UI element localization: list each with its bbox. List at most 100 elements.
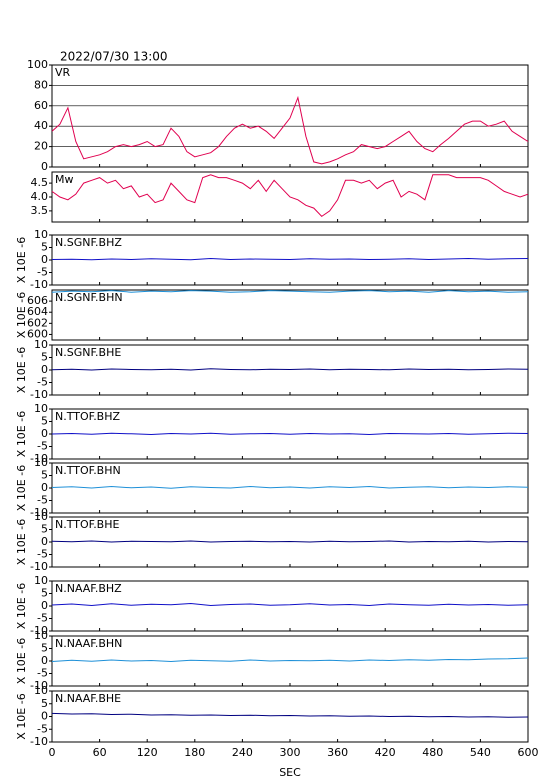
y-axis-label: X 10E -6 bbox=[15, 583, 28, 629]
y-tick-label: 20 bbox=[34, 140, 48, 153]
panel-frame bbox=[51, 289, 529, 341]
y-tick-label: 10 bbox=[34, 574, 48, 587]
panel-label: N.SGNF.BHN bbox=[55, 291, 123, 304]
panel-label: N.TTOF.BHN bbox=[55, 464, 121, 477]
panel-frame bbox=[51, 462, 529, 514]
data-line bbox=[51, 712, 529, 718]
panel-label: N.NAAF.BHZ bbox=[55, 582, 122, 595]
y-tick-label: 5 bbox=[41, 469, 48, 482]
y-axis-label: X 10E -6 bbox=[15, 519, 28, 565]
y-tick-label: -10 bbox=[30, 278, 48, 291]
x-tick-label: 420 bbox=[375, 746, 396, 759]
y-tick-label: 5 bbox=[41, 241, 48, 254]
y-tick-label: 40 bbox=[34, 119, 48, 132]
y-tick-label: 10 bbox=[34, 228, 48, 241]
y-tick-label: 5 bbox=[41, 351, 48, 364]
y-tick-label: -5 bbox=[37, 722, 48, 735]
y-tick-label: 10 bbox=[34, 510, 48, 523]
y-axis-label: X 10E -6 bbox=[15, 638, 28, 684]
y-tick-label: -5 bbox=[37, 667, 48, 680]
y-tick-label: -10 bbox=[30, 506, 48, 519]
y-tick-label: 0 bbox=[41, 253, 48, 266]
y-tick-label: 0 bbox=[41, 481, 48, 494]
y-tick-label: 60 bbox=[34, 99, 48, 112]
data-line bbox=[51, 602, 529, 607]
y-tick-label: 10 bbox=[34, 456, 48, 469]
y-tick-label: -10 bbox=[30, 388, 48, 401]
x-tick-label: 360 bbox=[327, 746, 348, 759]
data-line bbox=[51, 657, 529, 663]
x-tick-label: 120 bbox=[137, 746, 158, 759]
y-tick-label: 5 bbox=[41, 587, 48, 600]
y-tick-label: 5 bbox=[41, 642, 48, 655]
y-tick-label: 5 bbox=[41, 523, 48, 536]
data-line bbox=[51, 257, 529, 261]
panel-frame bbox=[51, 580, 529, 632]
y-axis-label: X 10E -6 bbox=[15, 693, 28, 739]
data-line bbox=[51, 540, 529, 543]
y-tick-label: 80 bbox=[34, 78, 48, 91]
y-tick-label: -10 bbox=[30, 735, 48, 748]
data-line bbox=[51, 368, 529, 371]
x-tick-label: 600 bbox=[518, 746, 539, 759]
y-axis-label: X 10E -6 bbox=[15, 465, 28, 511]
data-line bbox=[51, 174, 529, 218]
panel-label: N.SGNF.BHZ bbox=[55, 236, 122, 249]
y-tick-label: -5 bbox=[37, 612, 48, 625]
y-tick-label: 0 bbox=[41, 535, 48, 548]
y-tick-label: 600 bbox=[27, 327, 48, 340]
data-line bbox=[51, 95, 529, 165]
panel-frame bbox=[51, 64, 529, 168]
y-tick-label: 100 bbox=[27, 58, 48, 71]
y-tick-label: 5 bbox=[41, 415, 48, 428]
y-tick-label: 0 bbox=[41, 599, 48, 612]
y-tick-label: 3.5 bbox=[31, 204, 49, 217]
x-tick-label: 300 bbox=[280, 746, 301, 759]
y-tick-label: 0 bbox=[41, 427, 48, 440]
panel-label: N.TTOF.BHZ bbox=[55, 410, 121, 423]
y-tick-label: -5 bbox=[37, 376, 48, 389]
panel-label: VR bbox=[55, 66, 71, 79]
y-tick-label: 0 bbox=[41, 160, 48, 173]
y-axis-label: X 10E -6 bbox=[15, 292, 28, 338]
x-tick-label: 180 bbox=[184, 746, 205, 759]
y-tick-label: 5 bbox=[41, 697, 48, 710]
y-axis-label: X 10E -6 bbox=[15, 347, 28, 393]
y-axis-label: X 10E -6 bbox=[15, 411, 28, 457]
chart-title: 2022/07/30 13:00 bbox=[60, 50, 168, 64]
y-tick-label: 10 bbox=[34, 338, 48, 351]
y-tick-label: -5 bbox=[37, 266, 48, 279]
panel-label: N.NAAF.BHE bbox=[55, 692, 121, 705]
y-tick-label: 10 bbox=[34, 402, 48, 415]
data-line bbox=[51, 432, 529, 436]
panel-label: N.NAAF.BHN bbox=[55, 637, 122, 650]
panel-label: N.TTOF.BHE bbox=[55, 518, 120, 531]
x-axis-label: SEC bbox=[279, 766, 301, 779]
panel-label: Mw bbox=[55, 173, 74, 186]
y-axis-label: X 10E -6 bbox=[15, 237, 28, 283]
y-tick-label: -10 bbox=[30, 560, 48, 573]
x-tick-label: 60 bbox=[93, 746, 107, 759]
data-line bbox=[51, 485, 529, 489]
y-tick-label: -5 bbox=[37, 494, 48, 507]
panel-label: N.SGNF.BHE bbox=[55, 346, 121, 359]
y-tick-label: 4.0 bbox=[31, 190, 49, 203]
y-tick-label: 604 bbox=[27, 305, 48, 318]
y-tick-label: -5 bbox=[37, 548, 48, 561]
x-tick-label: 480 bbox=[422, 746, 443, 759]
y-tick-label: 0 bbox=[41, 654, 48, 667]
y-tick-label: -10 bbox=[30, 452, 48, 465]
x-tick-label: 240 bbox=[232, 746, 253, 759]
y-tick-label: -10 bbox=[30, 679, 48, 692]
y-tick-label: 4.5 bbox=[31, 176, 49, 189]
data-line bbox=[51, 290, 529, 293]
y-tick-label: -5 bbox=[37, 440, 48, 453]
y-tick-label: 0 bbox=[41, 710, 48, 723]
y-tick-label: 10 bbox=[34, 684, 48, 697]
y-tick-label: -10 bbox=[30, 624, 48, 637]
x-tick-label: 0 bbox=[49, 746, 56, 759]
y-tick-label: 10 bbox=[34, 629, 48, 642]
y-tick-label: 606 bbox=[27, 294, 48, 307]
y-tick-label: 0 bbox=[41, 363, 48, 376]
